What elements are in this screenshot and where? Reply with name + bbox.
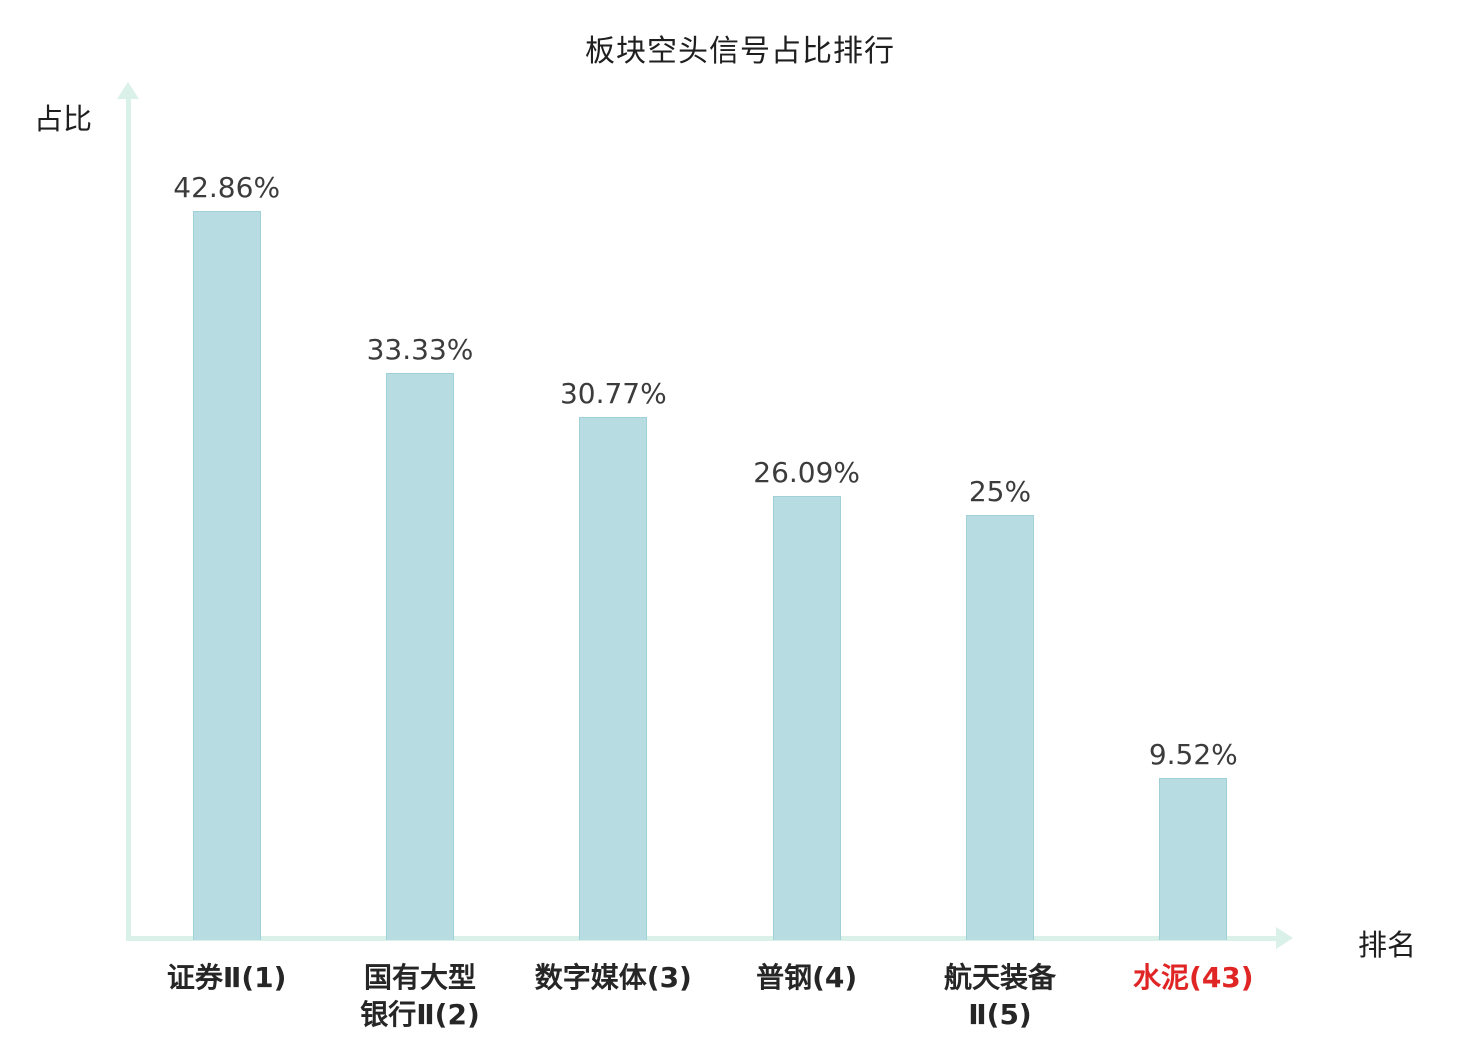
bar-column: 33.33% [323,90,516,940]
category-label: 国有大型 银行Ⅱ(2) [360,961,480,1031]
bar-column: 30.77% [517,90,710,940]
plot-area: 42.86% 33.33% 30.77% 26.09% 25% 9.52% [130,90,1290,940]
bar-value-label: 30.77% [559,377,667,410]
y-axis-arrow-icon [117,82,139,99]
x-axis [126,936,1278,941]
bar [192,211,261,940]
bar-column: 9.52% [1097,90,1290,940]
y-axis [126,98,131,941]
bar-column: 26.09% [710,90,903,940]
bar [965,515,1034,940]
bar-column: 42.86% [130,90,323,940]
bar-value-label: 42.86% [173,171,281,204]
x-axis-label: 排名 [1358,928,1417,962]
bar [579,417,648,940]
chart-title: 板块空头信号占比排行 [585,34,895,69]
bar-column: 25% [903,90,1096,940]
x-axis-arrow-icon [1276,927,1293,949]
bar-value-label: 33.33% [366,333,474,366]
category-label: 普钢(4) [756,961,858,994]
category-label: 航天装备 Ⅱ(5) [943,961,1056,1031]
bar [385,373,454,940]
bar [772,496,841,940]
bar-value-label: 25% [968,475,1032,508]
category-label: 数字媒体(3) [534,961,692,994]
bar-value-label: 26.09% [753,456,861,489]
category-labels-row: 证券Ⅱ(1) 国有大型 银行Ⅱ(2) 数字媒体(3) 普钢(4) 航天装备 Ⅱ(5) 水泥… [130,960,1290,1034]
category-label: 水泥(43) [1133,961,1254,994]
bar [1159,778,1228,940]
bar-value-label: 9.52% [1148,738,1238,771]
category-label: 证券Ⅱ(1) [166,961,287,994]
y-axis-label: 占比 [34,102,93,136]
